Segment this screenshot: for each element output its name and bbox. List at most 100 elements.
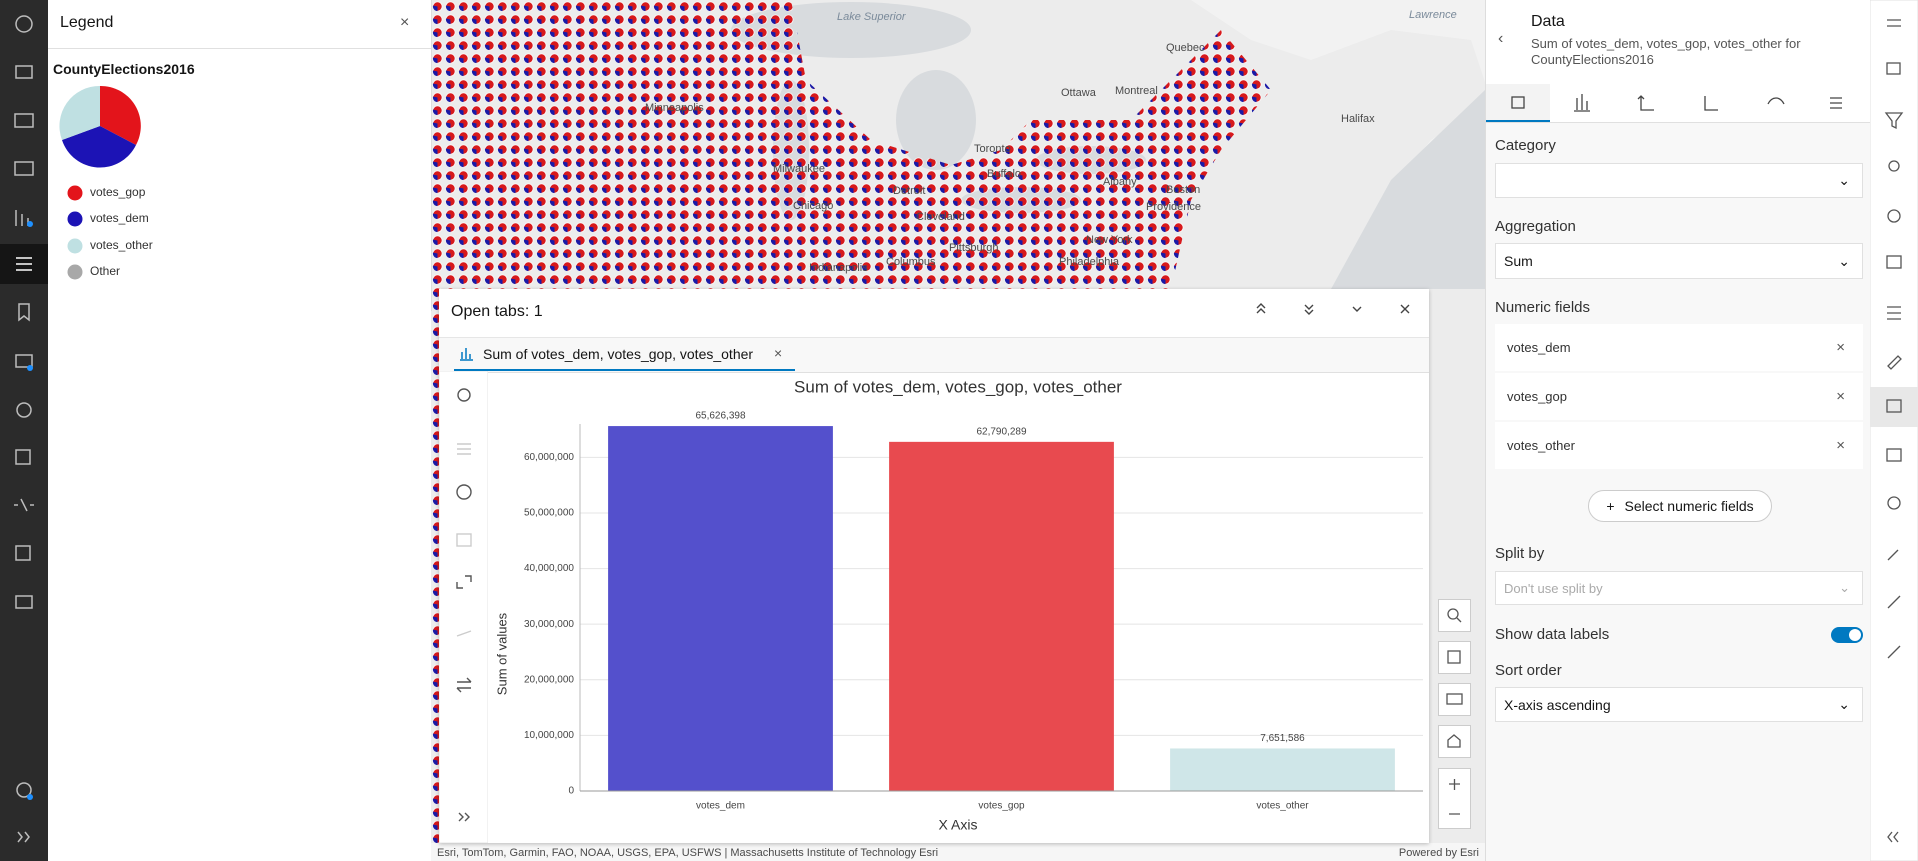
legend-panel: Legend × CountyElections2016 votes_gop v… [48,0,432,311]
map-label: Detroit [893,185,925,197]
map-label: Lake Superior [837,11,907,23]
split-placeholder: Don't use split by [1504,580,1603,596]
field-name: votes_dem [1507,340,1571,355]
remove-field[interactable]: × [1836,339,1845,356]
panel-subtitle: Sum of votes_dem, votes_gop, votes_other… [1531,36,1801,67]
map-labels: Lake Superior Lawrence Quebec Ottawa Mon… [645,9,1457,274]
chart: Sum of votes_dem, votes_gop, votes_other… [494,377,1423,833]
aggregation-select[interactable]: Sum ⌄ [1495,243,1863,279]
map-label: Montreal [1115,85,1158,97]
back-button[interactable]: ‹ [1498,30,1504,47]
numeric-label: Numeric fields [1495,299,1591,316]
y-tick-label: 10,000,000 [524,730,574,741]
map-label: Providence [1146,201,1201,213]
close-button[interactable]: × [400,14,410,31]
powered-by: Powered by Esri [1399,847,1479,859]
x-tick-label: votes_gop [978,801,1025,812]
map-label: Indianapolis [809,262,868,274]
bar [889,441,1114,791]
split-label: Split by [1495,545,1545,562]
y-tick-label: 30,000,000 [524,619,574,630]
select-fields-button[interactable]: + Select numeric fields [1588,490,1772,522]
value-label: 62,790,289 [976,426,1026,437]
y-tick-label: 60,000,000 [524,452,574,463]
map-label: Milwaukee [773,163,825,175]
minimize[interactable] [1304,304,1314,315]
layer-title: CountyElections2016 [53,61,195,77]
map-label: Minneapolis [645,102,704,114]
chart-window: Open tabs: 1 Sum of votes_dem, votes_gop… [439,289,1471,843]
x-axis-title: X Axis [939,817,978,833]
data-panel: ‹ Data Sum of votes_dem, votes_gop, vote… [1485,0,1871,861]
y-tick-label: 0 [568,786,574,797]
field-name: votes_other [1507,438,1575,453]
numeric-field: votes_dem × [1495,324,1863,371]
remove-field[interactable]: × [1836,388,1845,405]
left-toolbar [0,0,48,861]
toggle[interactable] [1831,627,1863,643]
map-label: Toronto [974,143,1011,155]
legend-item: votes_gop [90,185,146,199]
sort-value: X-axis ascending [1504,696,1611,713]
legend-item: Other [90,264,120,278]
layers-icon[interactable] [15,65,33,79]
value-label: 7,651,586 [1260,733,1305,744]
map-label: Columbus [886,256,936,268]
window-controls [1256,303,1410,315]
collapse[interactable] [1352,306,1362,312]
category-select[interactable]: ⌄ [1495,163,1863,198]
category-label: Category [1495,137,1556,154]
map-label: Boston [1166,184,1200,196]
map-label: Albany [1103,176,1137,188]
map-label: Halifax [1341,113,1375,125]
panel-header [1486,0,1871,123]
aggregation-value: Sum [1504,253,1533,269]
map-label: Chicago [793,200,833,212]
map-label: Buffalo [987,168,1021,180]
x-tick-label: votes_other [1256,801,1309,812]
bar [608,426,833,791]
map-label: Lawrence [1409,9,1457,21]
maximize[interactable] [1256,303,1266,314]
tab[interactable]: Sum of votes_dem, votes_gop, votes_other… [454,337,795,371]
map-label: New York [1086,234,1133,246]
legend-symbols: votes_gop votes_dem votes_other Other [59,85,153,280]
close[interactable] [1400,304,1410,314]
legend-title: Legend [60,14,114,31]
y-tick-label: 50,000,000 [524,508,574,519]
x-tick-label: votes_dem [696,801,745,812]
sort-label: Sort order [1495,662,1562,679]
map-label: Quebec [1166,42,1205,54]
value-label: 65,626,398 [695,411,745,422]
map-nav [1438,599,1471,829]
map-label: Ottawa [1061,87,1097,99]
tab-close[interactable]: × [774,345,783,361]
legend-item: votes_other [90,238,153,252]
chart-title: Sum of votes_dem, votes_gop, votes_other [794,377,1122,396]
right-toolbar [1870,0,1918,861]
map-label: Cleveland [916,211,965,223]
tab-bar [439,337,1429,373]
numeric-field: votes_other × [1495,422,1863,469]
sort-select[interactable]: X-axis ascending ⌄ [1495,687,1863,722]
numeric-field: votes_gop × [1495,373,1863,420]
split-select[interactable]: Don't use split by ⌄ [1495,571,1863,605]
tab-icon [460,348,473,361]
remove-field[interactable]: × [1836,437,1845,454]
tab-title: Sum of votes_dem, votes_gop, votes_other [483,346,754,362]
panel-title: Data [1531,13,1565,30]
bar [1170,748,1395,791]
map-label: Pittsburgh [949,242,999,254]
legend-item: votes_dem [90,211,149,225]
divider [48,48,431,49]
aggregation-label: Aggregation [1495,218,1576,235]
panel-tabs [1486,84,1842,122]
show-labels-label: Show data labels [1495,626,1610,643]
chart-tools [439,371,488,843]
y-tick-label: 40,000,000 [524,563,574,574]
attribution: Esri, TomTom, Garmin, FAO, NOAA, USGS, E… [437,847,938,859]
y-axis-title: Sum of values [494,612,509,695]
button-label: Select numeric fields [1624,498,1754,514]
map-label: Philadelphia [1059,256,1120,268]
